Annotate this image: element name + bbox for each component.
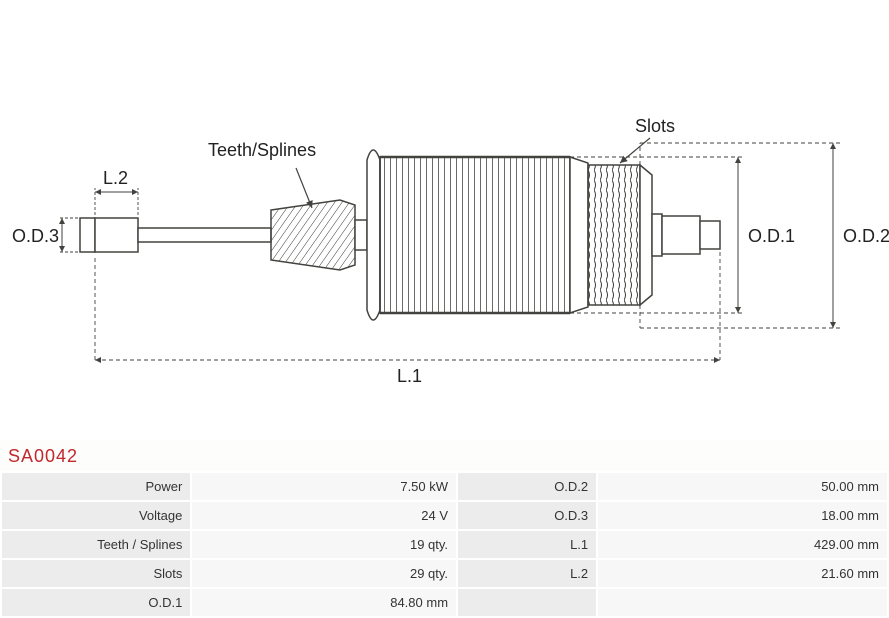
spec-value: 84.80 mm [192,589,456,616]
spec-row: Voltage24 VO.D.318.00 mm [2,502,887,529]
spec-row: Power7.50 kWO.D.250.00 mm [2,473,887,500]
anno-l2: L.2 [103,168,128,188]
spec-label: O.D.2 [458,473,596,500]
diagram-area: Teeth/Splines Slots L.1 L.2 O.D.3 O.D.1 … [0,0,889,440]
spec-table: Power7.50 kWO.D.250.00 mmVoltage24 VO.D.… [0,471,889,618]
spec-label: L.2 [458,560,596,587]
spec-value [598,589,887,616]
spec-value: 29 qty. [192,560,456,587]
armature-diagram: Teeth/Splines Slots L.1 L.2 O.D.3 O.D.1 … [0,0,889,440]
spec-row: Slots29 qty.L.221.60 mm [2,560,887,587]
anno-l1: L.1 [397,366,422,386]
spec-value: 24 V [192,502,456,529]
spec-label: Teeth / Splines [2,531,190,558]
spec-value: 19 qty. [192,531,456,558]
anno-slots: Slots [635,116,675,136]
spec-value: 429.00 mm [598,531,887,558]
spec-value: 18.00 mm [598,502,887,529]
spec-label: Power [2,473,190,500]
spec-value: 7.50 kW [192,473,456,500]
spec-label [458,589,596,616]
spec-label: Voltage [2,502,190,529]
spec-label: L.1 [458,531,596,558]
spec-label: O.D.3 [458,502,596,529]
anno-od3: O.D.3 [12,226,59,246]
anno-od2: O.D.2 [843,226,889,246]
anno-od1: O.D.1 [748,226,795,246]
spec-label: Slots [2,560,190,587]
spec-label: O.D.1 [2,589,190,616]
anno-teeth-splines: Teeth/Splines [208,140,316,160]
spec-value: 50.00 mm [598,473,887,500]
spec-row: Teeth / Splines19 qty.L.1429.00 mm [2,531,887,558]
spec-row: O.D.184.80 mm [2,589,887,616]
spec-value: 21.60 mm [598,560,887,587]
part-code: SA0042 [0,440,889,471]
